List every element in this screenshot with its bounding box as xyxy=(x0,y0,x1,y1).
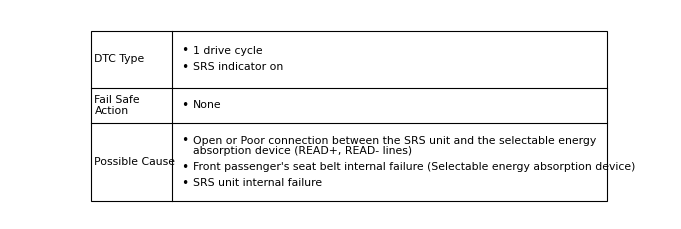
Text: Open or Poor connection between the SRS unit and the selectable energy: Open or Poor connection between the SRS … xyxy=(193,136,597,146)
Text: DTC Type: DTC Type xyxy=(95,54,144,64)
Text: •: • xyxy=(182,61,189,74)
Text: •: • xyxy=(182,44,189,57)
Text: Possible Cause: Possible Cause xyxy=(95,157,176,167)
Text: Fail Safe
Action: Fail Safe Action xyxy=(95,95,140,116)
Text: •: • xyxy=(182,99,189,112)
Text: SRS unit internal failure: SRS unit internal failure xyxy=(193,178,322,188)
Text: Front passenger's seat belt internal failure (Selectable energy absorption devic: Front passenger's seat belt internal fai… xyxy=(193,162,635,172)
Text: •: • xyxy=(182,134,189,147)
Text: SRS indicator on: SRS indicator on xyxy=(193,62,283,72)
Text: None: None xyxy=(193,101,222,110)
Text: •: • xyxy=(182,161,189,174)
Text: 1 drive cycle: 1 drive cycle xyxy=(193,46,263,56)
Text: absorption device (READ+, READ- lines): absorption device (READ+, READ- lines) xyxy=(193,146,412,156)
Text: •: • xyxy=(182,177,189,190)
